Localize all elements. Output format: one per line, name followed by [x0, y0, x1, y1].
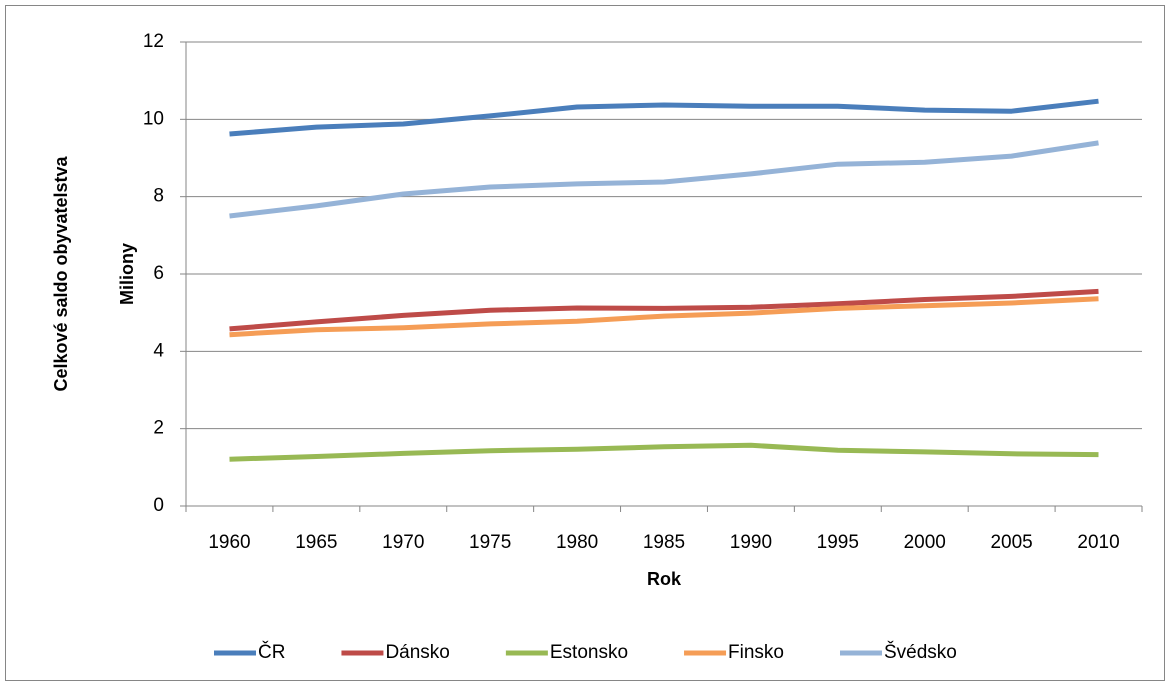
y-tick-label: 0	[153, 495, 164, 516]
y-axis-title: Miliony	[117, 243, 137, 305]
y-tick-label: 2	[153, 418, 164, 439]
x-tick-label: 1995	[817, 532, 859, 553]
legend-label: ČR	[258, 641, 285, 663]
y-tick-label: 8	[153, 186, 164, 207]
line-series	[229, 140, 1099, 219]
line-series	[229, 442, 1099, 462]
y-tick-label: 10	[143, 108, 164, 129]
x-tick-label: 2010	[1077, 532, 1119, 553]
x-axis-title: Rok	[647, 569, 682, 589]
legend-label: Estonsko	[550, 642, 628, 663]
y-tick-label: 6	[153, 263, 164, 284]
x-tick-label: 2005	[990, 532, 1032, 553]
x-tick-label: 1985	[643, 532, 685, 553]
legend-label: Dánsko	[385, 642, 449, 663]
y-tick-label: 4	[153, 340, 164, 361]
x-tick-label: 2000	[904, 532, 946, 553]
line-series	[229, 288, 1099, 332]
x-tick-label: 1975	[469, 532, 511, 553]
chart-border	[5, 5, 1165, 681]
x-tick-label: 1965	[295, 532, 337, 553]
x-tick-label: 1980	[556, 532, 598, 553]
y-tick-label: 12	[143, 31, 164, 52]
x-tick-label: 1970	[382, 532, 424, 553]
legend-label: Švédsko	[884, 641, 957, 663]
x-tick-label: 1960	[208, 532, 250, 553]
x-tick-label: 1990	[730, 532, 772, 553]
line-series	[229, 296, 1099, 338]
line-series	[229, 98, 1099, 137]
legend-label: Finsko	[728, 642, 784, 663]
y-axis-title: Celkové saldo obyvatelstva	[51, 155, 71, 391]
